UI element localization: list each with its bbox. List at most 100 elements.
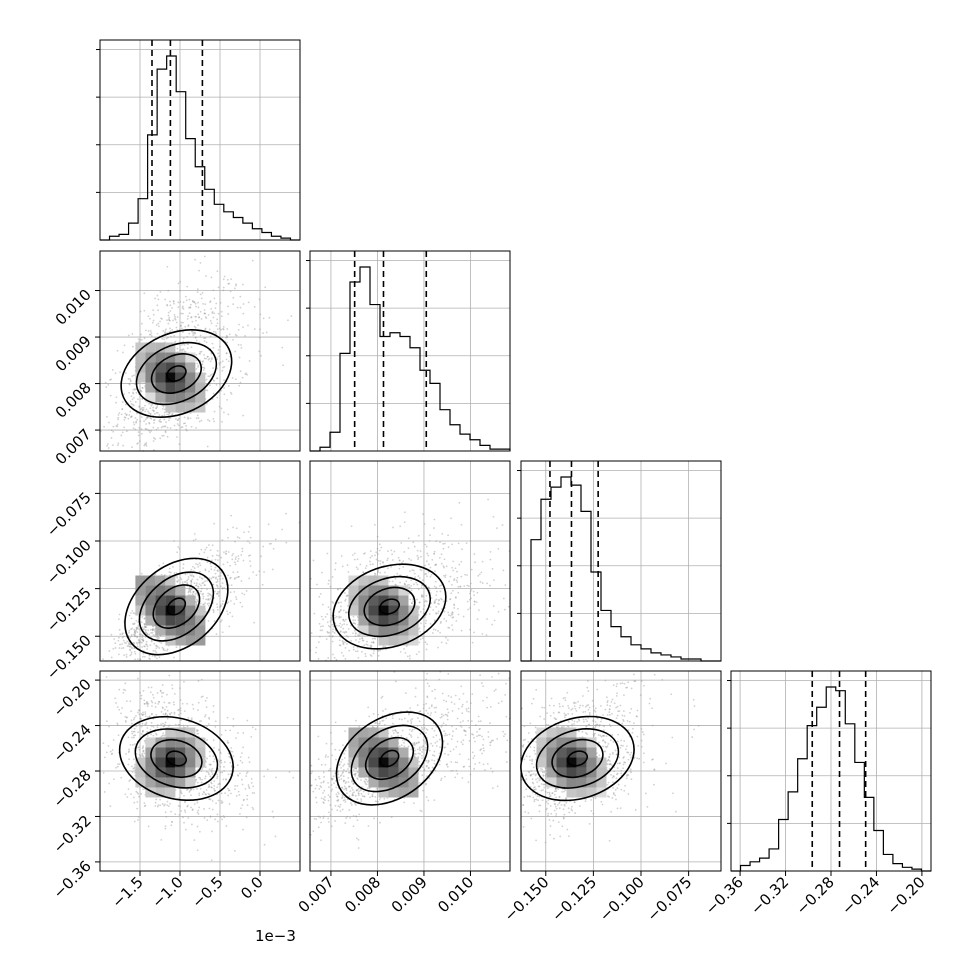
sample-point: [200, 770, 203, 772]
sample-point: [466, 574, 468, 576]
sample-point: [196, 849, 199, 852]
sample-point: [373, 637, 376, 640]
sample-point: [248, 554, 250, 557]
sample-point: [168, 571, 171, 574]
sample-point: [187, 591, 190, 594]
sample-point: [192, 334, 195, 337]
sample-point: [400, 542, 403, 544]
sample-point: [168, 318, 170, 321]
sample-point: [123, 426, 125, 429]
sample-point: [350, 780, 353, 783]
sample-point: [437, 612, 439, 615]
sample-point: [135, 628, 138, 631]
density-cell: [175, 615, 186, 626]
sample-point: [187, 417, 190, 420]
sample-point: [242, 746, 245, 749]
sample-point: [215, 802, 218, 805]
sample-point: [236, 732, 239, 734]
sample-point: [216, 777, 219, 779]
sample-point: [161, 734, 164, 737]
density-cell: [135, 777, 146, 788]
sample-point: [211, 773, 214, 775]
density-cell: [155, 372, 166, 383]
sample-point: [314, 778, 317, 781]
sample-point: [247, 530, 250, 533]
sample-point: [206, 556, 209, 559]
sample-point: [133, 612, 136, 615]
sample-point: [412, 569, 415, 572]
sample-point: [133, 396, 135, 399]
sample-point: [217, 575, 220, 578]
sample-point: [120, 434, 123, 437]
sample-point: [336, 799, 339, 802]
sample-point: [195, 315, 198, 318]
sample-point: [200, 781, 203, 784]
sample-point: [209, 301, 211, 304]
sample-point: [330, 790, 333, 792]
sample-point: [199, 602, 202, 605]
sample-point: [201, 292, 204, 294]
density-cell: [185, 767, 196, 778]
sample-point: [425, 560, 428, 563]
sample-point: [366, 644, 369, 646]
sample-point: [190, 316, 193, 319]
sample-point: [146, 632, 149, 635]
sample-point: [197, 813, 200, 815]
sample-point: [235, 596, 237, 598]
sample-point: [121, 408, 124, 411]
sample-point: [342, 642, 345, 645]
sample-point: [197, 729, 199, 732]
sample-point: [128, 780, 131, 782]
sample-point: [186, 335, 189, 338]
sample-point: [159, 798, 161, 801]
sample-point: [246, 771, 249, 774]
sample-point: [418, 782, 421, 784]
sample-point: [442, 600, 445, 603]
sample-point: [212, 739, 215, 742]
sample-point: [175, 428, 178, 431]
sample-point: [235, 334, 238, 337]
sample-point: [367, 706, 370, 709]
sample-point: [396, 572, 399, 575]
density-cell: [185, 727, 196, 738]
sample-point: [208, 773, 210, 776]
sample-point: [461, 548, 463, 551]
sample-point: [351, 786, 353, 789]
sample-point: [219, 765, 222, 768]
sample-point: [344, 657, 347, 660]
sample-point: [129, 700, 132, 703]
sample-point: [186, 343, 189, 345]
sample-point: [255, 574, 258, 577]
sample-point: [196, 732, 199, 735]
sample-point: [209, 320, 212, 322]
sample-point: [214, 726, 217, 728]
sample-point: [136, 636, 138, 639]
sample-point: [240, 580, 243, 582]
sample-point: [310, 784, 313, 787]
sample-point: [248, 787, 251, 790]
sample-point: [203, 791, 206, 794]
sample-point: [356, 819, 359, 822]
sample-point: [141, 754, 144, 757]
sample-point: [413, 572, 416, 575]
sample-point: [379, 562, 382, 565]
sample-point: [133, 374, 135, 377]
sample-point: [110, 633, 113, 636]
sample-point: [419, 577, 421, 579]
sample-point: [422, 707, 425, 710]
density-cell: [155, 392, 166, 403]
sample-point: [136, 418, 139, 421]
density-cell: [358, 625, 369, 636]
sample-point: [250, 735, 253, 738]
density-cell: [378, 585, 389, 596]
sample-point: [151, 628, 154, 631]
sample-point: [186, 805, 189, 808]
sample-point: [386, 559, 389, 562]
density-contour: [124, 557, 229, 656]
sample-point: [331, 808, 333, 811]
sample-point: [205, 275, 207, 277]
sample-point: [173, 703, 175, 706]
sample-point: [103, 425, 106, 428]
sample-point: [168, 419, 170, 422]
sample-point: [218, 748, 221, 751]
